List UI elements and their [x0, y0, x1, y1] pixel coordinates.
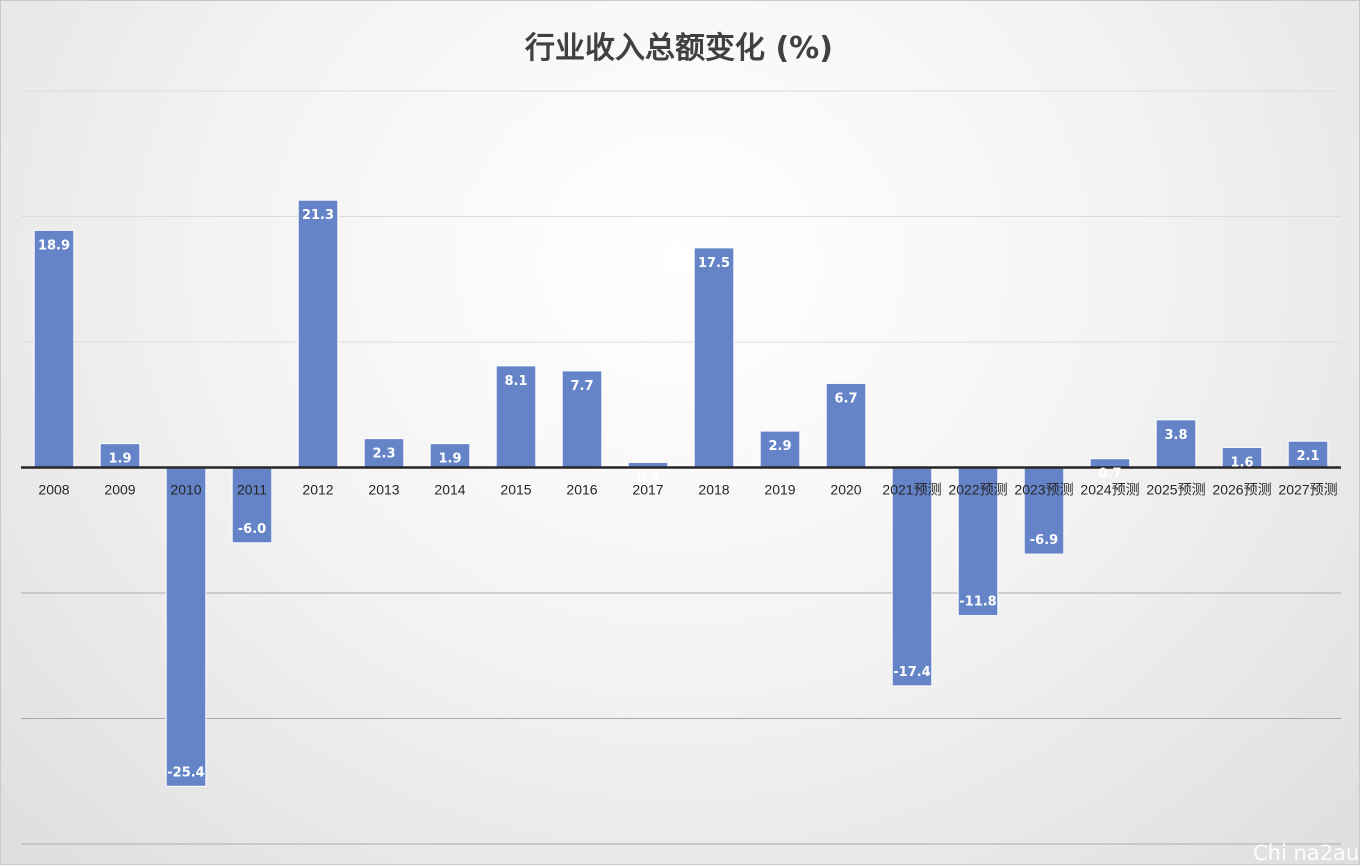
bar — [825, 382, 867, 469]
data-label: 2.9 — [768, 439, 791, 454]
bar — [759, 430, 801, 469]
data-label: 3.8 — [1164, 428, 1187, 443]
category-label: 2024预测 — [1080, 482, 1139, 498]
data-label: 18.9 — [38, 238, 70, 253]
data-label: 1.9 — [108, 452, 131, 467]
bar — [33, 229, 75, 468]
bar — [1287, 440, 1329, 468]
data-label: -17.4 — [893, 665, 930, 680]
bars — [33, 199, 1329, 787]
category-label: 2008 — [38, 482, 69, 498]
bar — [1023, 467, 1065, 555]
data-label: 7.7 — [570, 379, 593, 394]
category-labels: 2008 2009 2010 2011 2012 2013 2014 2015 2016 2017… — [38, 482, 1337, 498]
gridlines — [21, 90, 1341, 845]
bar — [891, 467, 933, 687]
data-label: 2.3 — [372, 447, 395, 462]
bar — [693, 247, 735, 468]
data-labels: 18.9 1.9 -25.4 -6.0 21.3 2.3 1.9 8.1 7.7 0.4 17.5 2… — [38, 208, 1320, 780]
category-label: 2009 — [104, 482, 135, 498]
data-label: 8.1 — [504, 374, 527, 389]
category-label: 2023预测 — [1014, 482, 1073, 498]
category-label: 2011 — [237, 482, 267, 498]
category-label: 2021预测 — [882, 482, 941, 498]
data-label: -25.4 — [167, 765, 204, 780]
category-label: 2017 — [632, 482, 663, 498]
data-label: -6.0 — [238, 522, 266, 537]
bar — [957, 467, 999, 617]
data-label: 0.4 — [636, 470, 659, 485]
data-label: 1.6 — [1230, 455, 1253, 470]
category-label: 2015 — [500, 482, 531, 498]
category-label: 2022预测 — [948, 482, 1007, 498]
category-label: 2014 — [434, 482, 465, 498]
category-label: 2012 — [302, 482, 333, 498]
data-label: -6.9 — [1030, 533, 1058, 548]
bar — [1155, 419, 1197, 468]
data-label: 17.5 — [698, 256, 730, 271]
category-label: 2020 — [830, 482, 861, 498]
data-label: 1.9 — [438, 452, 461, 467]
bar — [297, 199, 339, 468]
bar — [165, 467, 207, 787]
category-label: 2019 — [764, 482, 795, 498]
category-label: 2025预测 — [1146, 482, 1205, 498]
data-label: 2.1 — [1296, 449, 1319, 464]
data-label: 0.7 — [1098, 467, 1121, 482]
data-label: -11.8 — [959, 595, 996, 610]
data-label: 6.7 — [834, 391, 857, 406]
category-label: 2026预测 — [1212, 482, 1271, 498]
category-label: 2013 — [368, 482, 399, 498]
category-label: 2018 — [698, 482, 729, 498]
bar — [561, 370, 603, 468]
chart-title: 行业收入总额变化 (%) — [524, 31, 833, 66]
watermark-text: Chi na2au — [1253, 841, 1359, 865]
data-label: 21.3 — [302, 208, 334, 223]
category-label: 2027预测 — [1278, 482, 1337, 498]
category-label: 2010 — [170, 482, 201, 498]
category-label: 2016 — [566, 482, 597, 498]
